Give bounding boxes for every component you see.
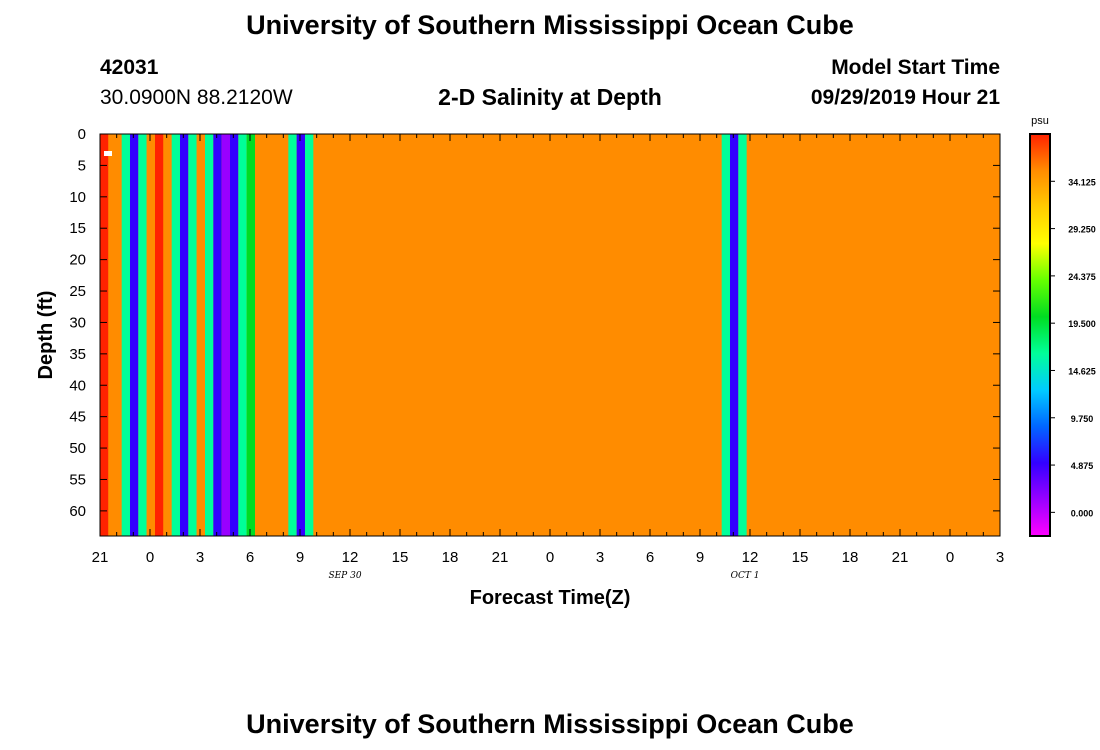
x-tick-label: 0: [546, 549, 554, 566]
x-tick-label: 6: [646, 549, 654, 566]
x-tick-label: 21: [92, 549, 109, 566]
day-label: SEP 30: [328, 571, 361, 581]
y-tick-label: 50: [69, 440, 86, 457]
colorbar-bar: [1029, 133, 1051, 537]
colorbar-tick-label: 4.875: [1071, 461, 1094, 471]
y-tick-label: 25: [69, 283, 86, 300]
x-tick-label: 12: [742, 549, 759, 566]
station-location: 30.0900N 88.2120W: [100, 86, 293, 109]
colorbar-tick-label: 34.125: [1068, 177, 1096, 187]
salinity-band: [213, 134, 222, 536]
plot-area: [100, 134, 1000, 536]
salinity-band: [205, 134, 214, 536]
y-tick-label: 45: [69, 409, 86, 426]
footer-title: University of Southern Mississippi Ocean…: [246, 709, 854, 739]
y-tick-label: 5: [78, 157, 86, 174]
salinity-band: [221, 134, 230, 536]
salinity-band: [163, 134, 172, 536]
salinity-band: [721, 134, 730, 536]
x-tick-label: 18: [842, 549, 859, 566]
y-tick-label: 10: [69, 189, 86, 206]
salinity-band: [738, 134, 747, 536]
salinity-band: [180, 134, 189, 536]
x-tick-label: 9: [696, 549, 704, 566]
salinity-band: [730, 134, 739, 536]
salinity-band: [305, 134, 314, 536]
colorbar-tick-label: 9.750: [1071, 414, 1094, 424]
model-start-time: 09/29/2019 Hour 21: [810, 86, 1000, 109]
x-tick-label: 12: [342, 549, 359, 566]
x-tick-label: 0: [946, 549, 954, 566]
salinity-band: [138, 134, 147, 536]
day-label: OCT 1: [731, 571, 760, 581]
x-tick-label: 9: [296, 549, 304, 566]
salinity-band: [238, 134, 247, 536]
x-tick-label: 18: [442, 549, 459, 566]
station-id: 42031: [100, 56, 159, 79]
salinity-band: [230, 134, 239, 536]
x-tick-label: 21: [492, 549, 509, 566]
salinity-band: [155, 134, 164, 536]
salinity-band: [246, 134, 255, 536]
colorbar-tick-label: 19.500: [1068, 319, 1096, 329]
salinity-band: [296, 134, 305, 536]
salinity-band: [188, 134, 197, 536]
y-tick-label: 20: [69, 252, 86, 269]
x-tick-label: 0: [146, 549, 154, 566]
x-tick-label: 3: [596, 549, 604, 566]
salinity-band: [196, 134, 205, 536]
colorbar-tick-label: 29.250: [1068, 225, 1096, 235]
salinity-band: [171, 134, 180, 536]
y-tick-label: 60: [69, 503, 86, 520]
colorbar-tick-label: 14.625: [1068, 366, 1096, 376]
x-tick-label: 15: [392, 549, 409, 566]
salinity-band: [288, 134, 297, 536]
plot-title: 2-D Salinity at Depth: [438, 84, 662, 110]
y-tick-label: 55: [69, 471, 86, 488]
y-tick-label: 35: [69, 346, 86, 363]
salinity-band: [146, 134, 155, 536]
x-tick-label: 21: [892, 549, 909, 566]
y-axis-label: Depth (ft): [35, 291, 57, 380]
salinity-band: [130, 134, 139, 536]
y-tick-label: 40: [69, 377, 86, 394]
x-axis-label: Forecast Time(Z): [470, 587, 631, 609]
colorbar-unit: psu: [1031, 115, 1049, 127]
colorbar: psu 34.125 29.250 24.375 19.500 14.625 9.750 4.…: [1029, 115, 1096, 537]
model-start-label: Model Start Time: [831, 56, 1000, 79]
salinity-band: [108, 134, 122, 536]
axes: 21 0 3 6 9 12 15 18 21 0 3 6 9 12 15 18 21 0 3 SEP 30 OCT 1 0…: [35, 126, 1004, 609]
x-tick-label: 3: [996, 549, 1004, 566]
y-tick-label: 30: [69, 314, 86, 331]
y-tick-label: 15: [69, 220, 86, 237]
x-tick-label: 15: [792, 549, 809, 566]
colorbar-tick-label: 0.000: [1071, 508, 1094, 518]
main-title: University of Southern Mississippi Ocean…: [246, 10, 854, 40]
station-marker: [104, 151, 112, 156]
y-tick-label: 0: [78, 126, 86, 143]
x-tick-label: 6: [246, 549, 254, 566]
x-tick-label: 3: [196, 549, 204, 566]
salinity-band: [121, 134, 130, 536]
salinity-band: [100, 134, 109, 536]
colorbar-tick-label: 24.375: [1068, 272, 1096, 282]
